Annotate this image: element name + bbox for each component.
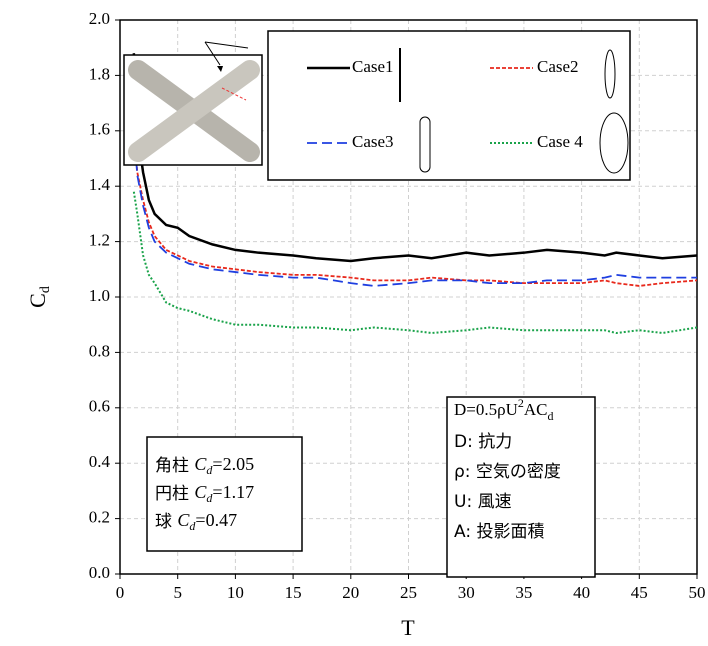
legend-label: Case 4 [537, 132, 583, 151]
x-tick-label: 35 [515, 583, 532, 602]
x-tick-label: 15 [285, 583, 302, 602]
legend-box [268, 31, 630, 180]
y-axis-title-main: C [25, 293, 50, 308]
formula: D=0.5ρU2ACd [454, 396, 554, 423]
x-tick-label: 45 [631, 583, 648, 602]
chart: 0.0 0.2 0.4 0.6 0.8 1.0 1.2 1.4 1.6 1.8 2.0 0 5 10 15 2… [0, 0, 708, 646]
reference-part: 角柱 [155, 456, 194, 476]
reference: 球 Cd=0.47 [155, 510, 237, 533]
note: D: 抗力 [454, 432, 512, 452]
y-tick-label: 0.4 [89, 452, 111, 471]
x-tick-label: 5 [173, 583, 182, 602]
formula-part: D=0.5ρU [454, 400, 518, 419]
y-tick-label: 1.0 [89, 286, 110, 305]
note: ρ: 空気の密度 [454, 462, 561, 482]
legend-label: Case1 [352, 57, 394, 76]
reference-part: =0.47 [195, 510, 237, 530]
reference: 円柱 Cd=1.17 [155, 482, 254, 505]
x-tick-label: 10 [227, 583, 244, 602]
x-axis-title: T [401, 615, 415, 640]
formula-box [447, 397, 595, 577]
x-tick-label: 30 [458, 583, 475, 602]
x-tick-label: 20 [342, 583, 359, 602]
y-tick-label: 0.6 [89, 397, 110, 416]
inset-image [124, 42, 262, 165]
reference: 角柱 Cd=2.05 [155, 454, 254, 477]
series-line [134, 192, 697, 333]
legend-label: Case3 [352, 132, 394, 151]
formula-part: AC [524, 400, 548, 419]
note: U: 風速 [454, 492, 512, 512]
y-tick-label: 1.6 [89, 120, 110, 139]
note: A: 投影面積 [454, 522, 544, 542]
y-tick-label: 1.8 [89, 64, 110, 83]
x-tick-label: 40 [573, 583, 590, 602]
y-tick-label: 2.0 [89, 9, 110, 28]
y-tick-label: 1.2 [89, 231, 110, 250]
reference-part: =2.05 [212, 454, 254, 474]
y-tick-label: 1.4 [89, 175, 111, 194]
x-tick-label: 0 [116, 583, 125, 602]
formula-part: d [548, 409, 554, 423]
reference-part: 円柱 [155, 484, 194, 504]
y-tick-label: 0.2 [89, 508, 110, 527]
legend-label: Case2 [537, 57, 579, 76]
reference-part: =1.17 [212, 482, 254, 502]
x-tick-label: 25 [400, 583, 417, 602]
y-tick-label: 0.0 [89, 563, 110, 582]
y-tick-label: 0.8 [89, 341, 110, 360]
y-axis-title-sub: d [38, 286, 53, 293]
y-axis-title: Cd [25, 286, 53, 308]
x-tick-label: 50 [689, 583, 706, 602]
reference-part: 球 [155, 512, 177, 532]
